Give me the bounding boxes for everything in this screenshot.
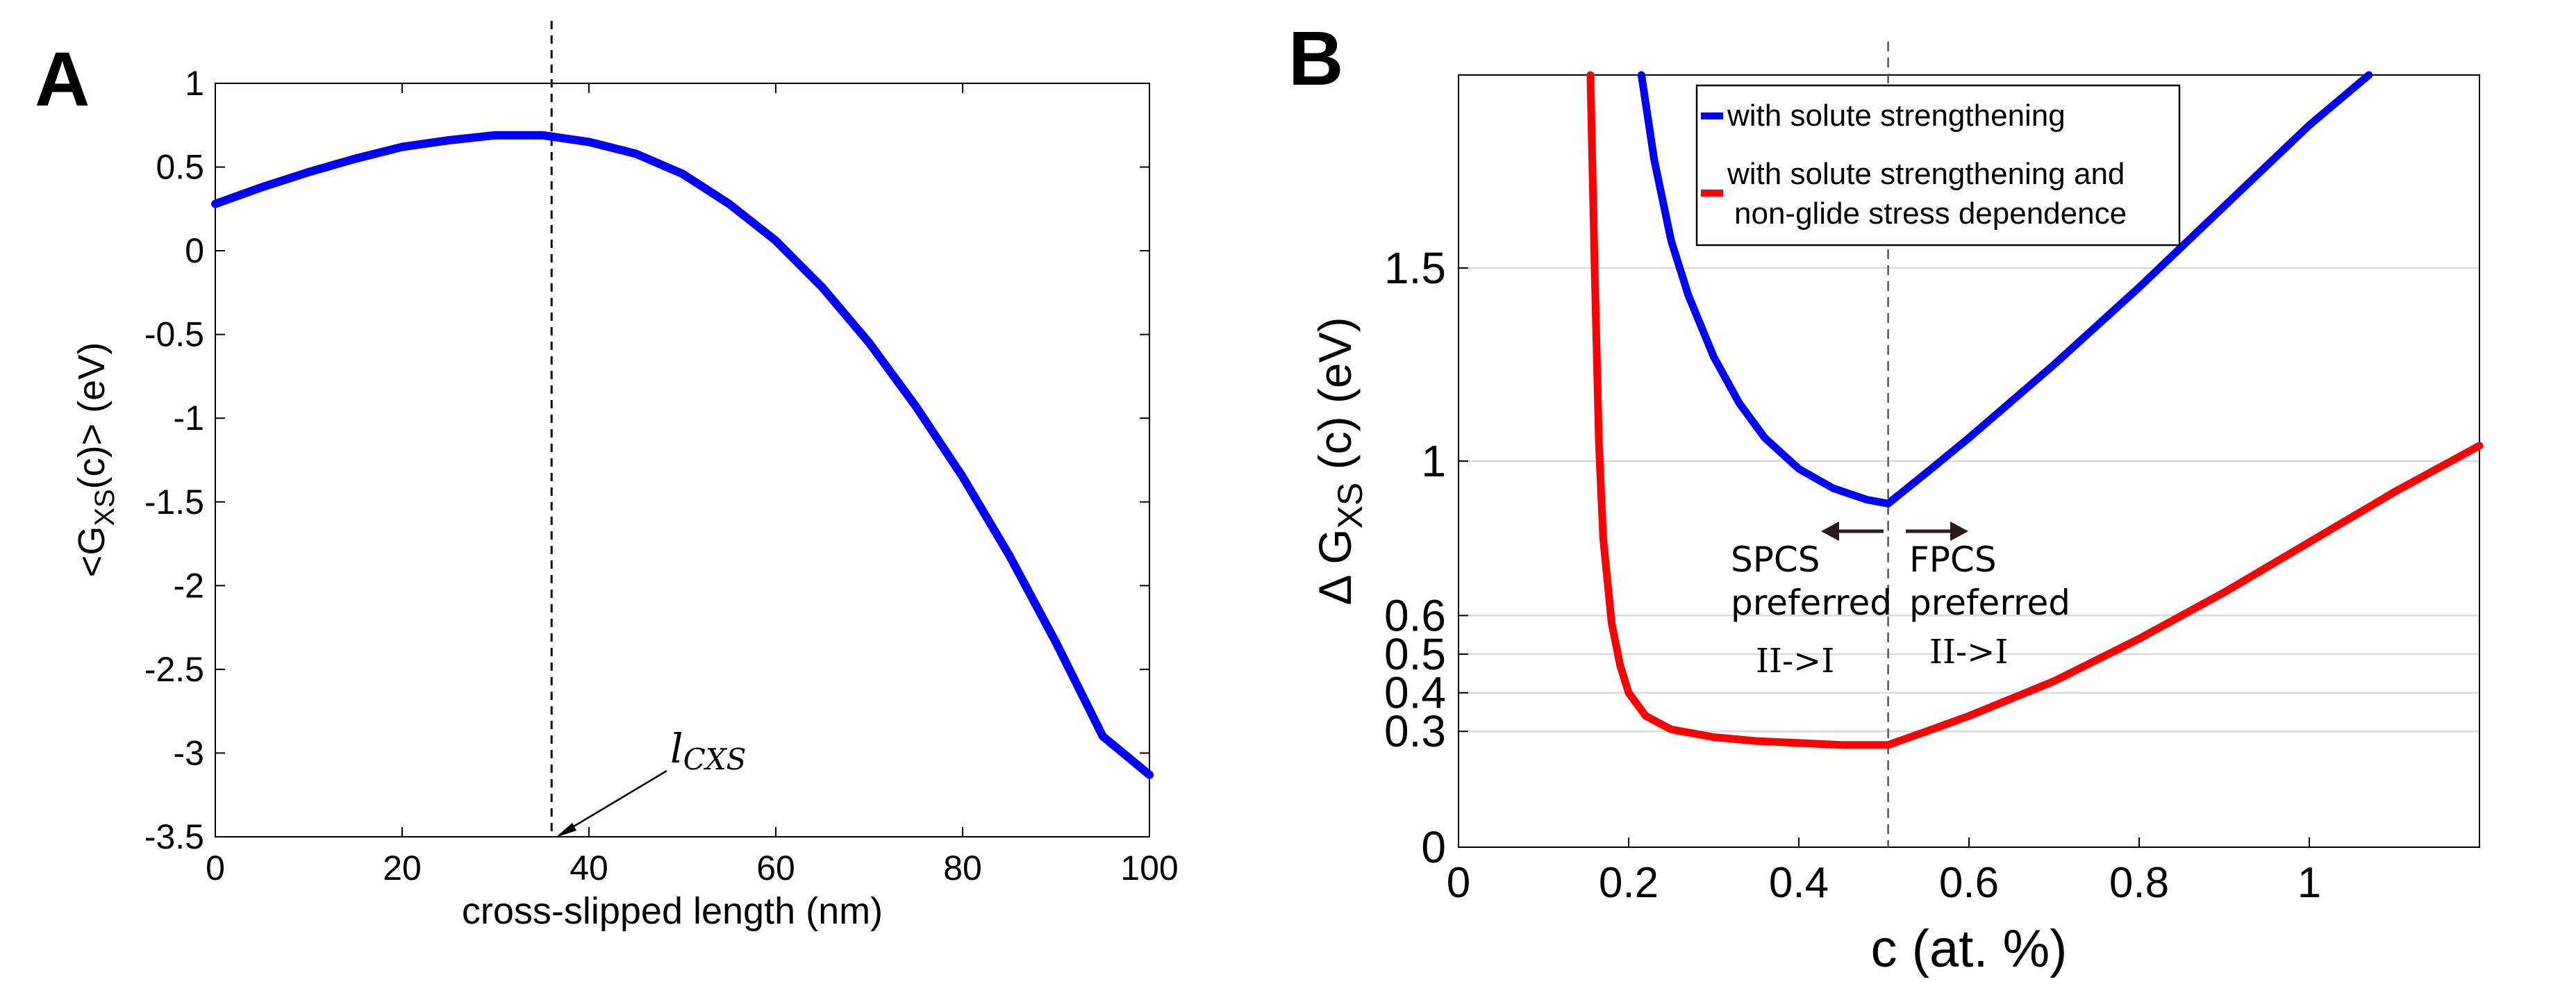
panel-a-x-ticks: 0 20 40 60 80 100 bbox=[206, 83, 1179, 887]
panel-b-ytick-label-6: 1.5 bbox=[1384, 243, 1446, 293]
panel-b-xtick-label-4: 0.8 bbox=[2109, 859, 2169, 907]
panel-b-grid bbox=[1459, 267, 2479, 733]
panel-b-legend: with solute strengthening with solute st… bbox=[1695, 84, 2181, 247]
panel-b-left-transition: II->I bbox=[1756, 642, 1834, 681]
panel-a-ytick-label-2: 0 bbox=[185, 231, 204, 270]
panel-a-y-label-rest: (c)> (eV) bbox=[71, 342, 113, 490]
panel-a-ytick-label-0: 1 bbox=[185, 64, 204, 103]
panel-b-right-arrowhead bbox=[1950, 522, 1968, 541]
panel-a-ytick-label-7: -2.5 bbox=[144, 650, 204, 689]
panel-a-xtick-label-3: 60 bbox=[756, 849, 795, 887]
panel-letter-a: A bbox=[35, 37, 90, 122]
panel-b-ytick-label-3: 0.5 bbox=[1384, 629, 1446, 679]
panel-b-left-arrowhead bbox=[1821, 522, 1839, 541]
panel-b-left-annotation-line1: SPCS bbox=[1731, 540, 1820, 580]
panel-a-xtick-label-1: 20 bbox=[383, 849, 422, 887]
panel-a-xtick-label-4: 80 bbox=[943, 849, 982, 887]
panel-a-annotation-arrow bbox=[559, 769, 667, 836]
panel-b-xtick-label-0: 0 bbox=[1447, 859, 1470, 907]
panel-a-ytick-label-1: 0.5 bbox=[156, 148, 204, 187]
panel-b-legend-label-blue: with solute strengthening bbox=[1727, 99, 2066, 133]
panel-a-ytick-label-6: -2 bbox=[174, 566, 204, 605]
panel-a-ytick-label-4: -1 bbox=[174, 399, 204, 437]
panel-b-ytick-label-2: 0.4 bbox=[1384, 668, 1446, 718]
panel-b-y-axis-label: Δ GXS (c) (eV) bbox=[1309, 317, 1370, 605]
panel-a-xtick-label-0: 0 bbox=[206, 849, 225, 887]
panel-b-xtick-label-3: 0.6 bbox=[1939, 859, 1999, 907]
panel-b-xtick-label-1: 0.2 bbox=[1599, 859, 1659, 907]
panel-a-xtick-label-2: 40 bbox=[570, 849, 608, 887]
panel-a-y-axis-label: <GXS(c)> (eV) bbox=[71, 342, 120, 577]
panel-b-xtick-label-5: 1 bbox=[2297, 859, 2321, 907]
panel-b-ytick-label-0: 0 bbox=[1421, 822, 1446, 872]
panel-letter-b: B bbox=[1288, 16, 1343, 101]
panel-b-ytick-label-4: 0.6 bbox=[1384, 590, 1446, 640]
panel-b-right-annotation-line2: preferred bbox=[1909, 583, 2070, 623]
panel-b-series-red-line bbox=[1586, 71, 2484, 749]
panel-a-y-label-sub: XS bbox=[90, 489, 120, 526]
panel-b-right-annotation-line1: FPCS bbox=[1909, 540, 1997, 580]
panel-a-annotation-main: l bbox=[670, 725, 683, 772]
panel-b-y-label-rest: (c) (eV) bbox=[1309, 317, 1361, 482]
panel-b-legend-label-red-line1: with solute strengthening and bbox=[1727, 157, 2125, 191]
panel-a-ytick-label-8: -3 bbox=[174, 733, 204, 772]
panel-b-ytick-label-5: 1 bbox=[1421, 436, 1446, 486]
panel-a-ytick-label-5: -1.5 bbox=[144, 483, 204, 522]
panel-b-y-label-sub: XS bbox=[1331, 483, 1370, 529]
panel-b-left-annotation-line2: preferred bbox=[1731, 583, 1892, 623]
panel-a-x-axis-label: cross-slipped length (nm) bbox=[462, 890, 883, 932]
panel-b-legend-label-red-line2: non-glide stress dependence bbox=[1734, 197, 2127, 231]
panel-a-plot-area bbox=[215, 83, 1150, 837]
panel-b-ytick-label-1: 0.3 bbox=[1384, 706, 1446, 756]
panel-b-legend-box bbox=[1695, 84, 2181, 247]
panel-a-xtick-label-5: 100 bbox=[1120, 849, 1178, 887]
panel-a-annotation-label: lCXS bbox=[670, 725, 746, 776]
panel-a-chart: 1 0.5 0 -0.5 -1 -1.5 -2 -2.5 -3 -3.5 0 20 40 60 80 100… bbox=[71, 21, 1179, 932]
panel-b-x-axis-label: c (at. %) bbox=[1871, 919, 2068, 978]
panel-a-y-ticks: 1 0.5 0 -0.5 -1 -1.5 -2 -2.5 -3 -3.5 bbox=[144, 64, 1149, 856]
panel-b-chart: 00.30.40.50.611.5 0 0.2 0.4 0.6 0.8 1 with so… bbox=[1309, 42, 2484, 978]
panel-b-series-blue-line bbox=[1637, 71, 2373, 508]
panel-b-x-ticks: 0 0.2 0.4 0.6 0.8 1 bbox=[1447, 837, 2321, 907]
panel-a-series-line bbox=[211, 131, 1154, 779]
panel-a-annotation-sub: CXS bbox=[683, 742, 747, 776]
panel-b-y-ticks: 0 0.30.40.50.6 1 1.5 bbox=[1384, 243, 1468, 872]
panel-a-ytick-label-3: -0.5 bbox=[144, 315, 204, 354]
panel-a-y-label-main: <G bbox=[71, 526, 113, 578]
panel-b-y-label-main: Δ G bbox=[1309, 528, 1361, 605]
panel-a-ytick-label-9: -3.5 bbox=[144, 817, 204, 856]
panel-b-xtick-label-2: 0.4 bbox=[1769, 859, 1829, 907]
panel-a-annotation-arrowhead bbox=[556, 823, 576, 837]
panel-b-right-transition: II->I bbox=[1929, 633, 2008, 672]
